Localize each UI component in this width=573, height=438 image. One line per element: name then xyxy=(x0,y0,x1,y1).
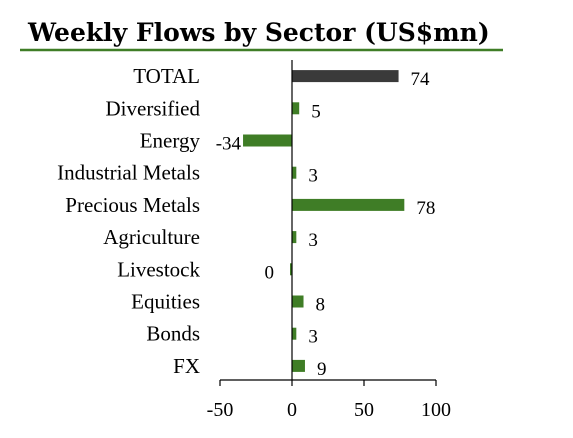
bar-bonds xyxy=(292,327,297,340)
bar-livestock xyxy=(290,263,292,276)
value-label-energy: -34 xyxy=(216,134,242,155)
bar-industrial-metals xyxy=(292,166,297,179)
value-label-bonds: 3 xyxy=(308,327,318,348)
bar-energy xyxy=(243,134,292,147)
chart-title: Weekly Flows by Sector (US$mn) xyxy=(27,18,490,47)
category-label-energy: Energy xyxy=(140,129,201,153)
category-label-precious-metals: Precious Metals xyxy=(65,193,200,217)
bars-group xyxy=(243,70,405,372)
value-labels: 74 5 -34 3 78 3 0 8 3 9 xyxy=(216,69,436,380)
value-label-agriculture: 3 xyxy=(308,230,318,251)
value-label-precious-metals: 78 xyxy=(416,198,435,219)
x-tick-label: 50 xyxy=(354,399,374,421)
category-label-total: TOTAL xyxy=(133,64,200,88)
category-label-diversified: Diversified xyxy=(106,96,201,120)
bar-agriculture xyxy=(292,231,297,244)
value-label-total: 74 xyxy=(411,69,431,90)
category-labels: TOTAL Diversified Energy Industrial Metals P… xyxy=(57,64,200,378)
bar-total xyxy=(292,70,399,83)
value-label-equities: 8 xyxy=(316,295,326,316)
x-tick-label: 100 xyxy=(421,399,451,421)
category-label-agriculture: Agriculture xyxy=(103,225,200,249)
value-label-industrial-metals: 3 xyxy=(308,166,318,187)
bar-fx xyxy=(292,359,305,372)
x-axis: -50 0 50 100 xyxy=(207,379,451,421)
value-label-diversified: 5 xyxy=(311,101,321,122)
category-label-bonds: Bonds xyxy=(146,322,200,346)
category-label-fx: FX xyxy=(173,354,200,378)
bar-equities xyxy=(292,295,304,308)
value-label-livestock: 0 xyxy=(265,262,275,283)
x-tick-label: 0 xyxy=(287,399,297,421)
bar-precious-metals xyxy=(292,198,405,211)
category-label-equities: Equities xyxy=(131,290,200,314)
category-label-livestock: Livestock xyxy=(117,257,200,281)
category-label-industrial-metals: Industrial Metals xyxy=(57,161,200,185)
x-tick-label: -50 xyxy=(207,399,234,421)
value-label-fx: 9 xyxy=(317,359,327,380)
bar-diversified xyxy=(292,102,300,115)
